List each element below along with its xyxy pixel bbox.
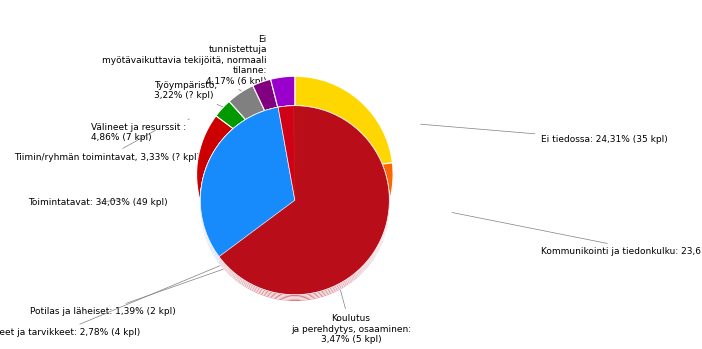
Wedge shape	[200, 106, 390, 295]
Wedge shape	[200, 106, 390, 295]
Wedge shape	[219, 107, 390, 296]
Text: Välineet ja resurssit :
4,86% (7 kpl): Välineet ja resurssit : 4,86% (7 kpl)	[91, 119, 190, 142]
Wedge shape	[219, 108, 390, 297]
Wedge shape	[293, 174, 302, 273]
Wedge shape	[295, 163, 393, 269]
Wedge shape	[200, 107, 390, 296]
Text: Koulutus
ja perehdytys, osaaminen:
3,47% (5 kpl): Koulutus ja perehdytys, osaaminen: 3,47%…	[291, 244, 411, 344]
Wedge shape	[200, 111, 390, 300]
Text: Toimintatavat: 34,03% (49 kpl): Toimintatavat: 34,03% (49 kpl)	[28, 198, 168, 207]
Wedge shape	[200, 106, 389, 295]
Text: Kommunikointi ja tiedonkulku: 23,61% (34 kpl): Kommunikointi ja tiedonkulku: 23,61% (34…	[452, 213, 702, 256]
Wedge shape	[197, 116, 295, 271]
Wedge shape	[295, 76, 392, 174]
Wedge shape	[253, 79, 295, 174]
Wedge shape	[270, 76, 295, 174]
Wedge shape	[216, 102, 295, 174]
Wedge shape	[229, 86, 295, 174]
Text: Ei
tunnistettuja
myötävaikuttavia tekijöitä, normaali
tilanne:
4,17% (6 kpl): Ei tunnistettuja myötävaikuttavia tekijö…	[102, 35, 270, 106]
Wedge shape	[200, 112, 390, 301]
Text: Tiimin/ryhmän toimintavat, 3,33% (? kpl): Tiimin/ryhmän toimintavat, 3,33% (? kpl)	[14, 130, 200, 162]
Wedge shape	[200, 110, 390, 298]
Text: Laitteet ja tarvikkeet: 2,78% (4 kpl): Laitteet ja tarvikkeet: 2,78% (4 kpl)	[0, 243, 274, 337]
Wedge shape	[277, 174, 295, 273]
Wedge shape	[200, 107, 389, 296]
Wedge shape	[200, 110, 389, 298]
Wedge shape	[200, 108, 390, 297]
Wedge shape	[200, 112, 390, 301]
Wedge shape	[200, 108, 390, 297]
Wedge shape	[200, 108, 390, 297]
Text: Potilas ja läheiset: 1,39% (2 kpl): Potilas ja läheiset: 1,39% (2 kpl)	[29, 243, 298, 316]
Wedge shape	[295, 174, 322, 273]
Wedge shape	[200, 112, 390, 301]
Wedge shape	[219, 106, 390, 295]
Wedge shape	[219, 110, 390, 298]
Wedge shape	[219, 111, 390, 300]
Text: Ei tiedossa: 24,31% (35 kpl): Ei tiedossa: 24,31% (35 kpl)	[420, 124, 668, 144]
Wedge shape	[200, 111, 390, 300]
Wedge shape	[200, 107, 390, 296]
Wedge shape	[200, 111, 389, 300]
Text: Työympäristö,
3,22% (? kpl): Työympäristö, 3,22% (? kpl)	[154, 81, 230, 110]
Wedge shape	[219, 112, 390, 301]
Wedge shape	[200, 110, 390, 298]
Wedge shape	[200, 111, 390, 300]
Wedge shape	[200, 108, 389, 297]
Wedge shape	[200, 107, 390, 296]
Wedge shape	[200, 106, 390, 295]
Wedge shape	[200, 112, 389, 301]
Wedge shape	[200, 110, 390, 298]
